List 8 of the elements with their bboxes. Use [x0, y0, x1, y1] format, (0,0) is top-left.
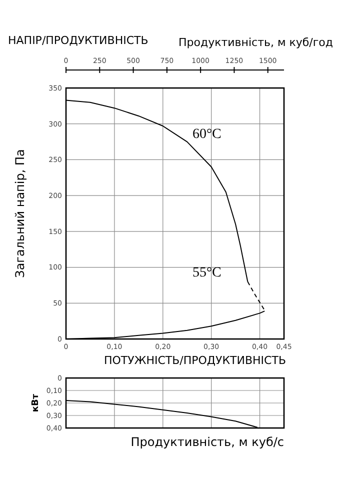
x2-axis-title: Продуктивність, м куб/год: [178, 36, 334, 49]
chart-title: ПОТУЖНІСТЬ/ПРОДУКТИВНІСТЬ: [104, 354, 286, 367]
annotation: 60°C: [192, 127, 222, 142]
chart-title: НАПІР/ПРОДУКТИВНІСТЬ: [8, 34, 148, 47]
y-axis-title: кВт: [31, 393, 41, 412]
x-axis-title: Продуктивність, м куб/с: [130, 435, 284, 449]
annotation: 55°C: [192, 265, 222, 280]
y-axis-title: Загальний напір, Па: [13, 149, 27, 278]
